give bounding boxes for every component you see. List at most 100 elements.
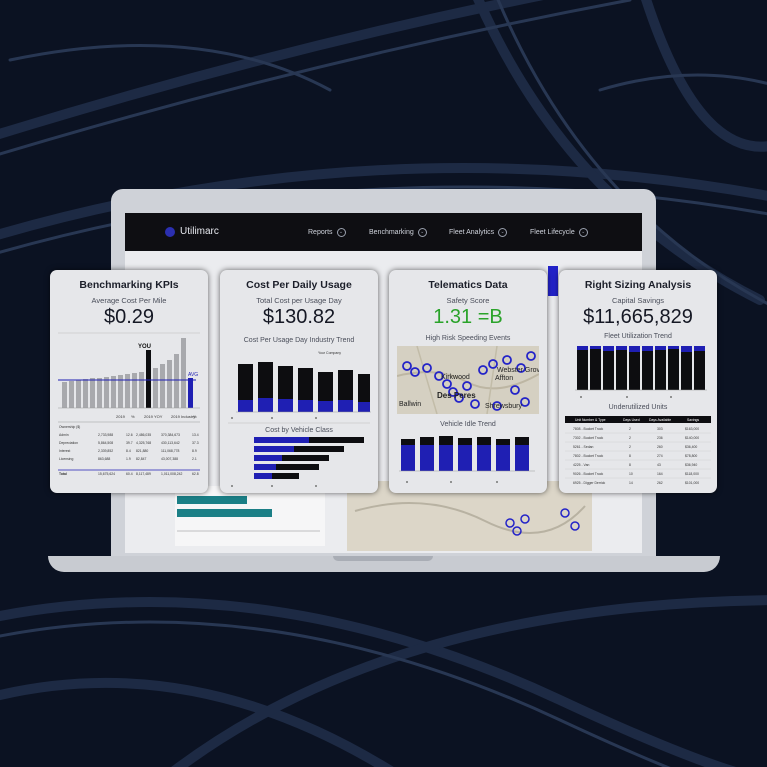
- table-cell: 9026 - Bucket Truck: [573, 472, 603, 476]
- table-cell: $101,000: [685, 481, 699, 485]
- table-cell: $140,000: [685, 436, 699, 440]
- chevron-down-icon: ⌄: [417, 228, 427, 237]
- table-row[interactable]: 9026 - Bucket Truck 10 164 $118,000: [573, 472, 699, 476]
- row-cell: 39.7: [126, 441, 133, 445]
- chevron-down-icon: ⌄: [578, 228, 588, 237]
- map-place: Kirkwood: [441, 374, 470, 381]
- table-row[interactable]: 5261 - Sedan 2 260 $36,400: [573, 445, 697, 449]
- row-cell: 2,486,035: [136, 433, 151, 437]
- nav-reports[interactable]: Reports ⌄: [308, 228, 346, 237]
- card-title: Right Sizing Analysis: [584, 279, 692, 291]
- table-cell: $78,800: [685, 454, 697, 458]
- map-place: Webster Groves: [497, 367, 539, 374]
- row-cell: 4,325,768: [136, 441, 151, 445]
- card-title: Benchmarking KPIs: [79, 279, 179, 291]
- nav-fleet-lifecycle-label: Fleet Lifecycle: [530, 229, 575, 236]
- app-logo[interactable]: Utilimarc: [180, 226, 219, 237]
- nav-benchmarking-label: Benchmarking: [369, 229, 414, 236]
- row-cell: 15,675,624: [98, 472, 115, 476]
- row-cell: 863,688: [98, 457, 110, 461]
- avg-label: AVG: [188, 372, 198, 378]
- your-company-label: Your Company: [318, 351, 341, 355]
- table-cell: 236: [657, 436, 663, 440]
- table-header: Days Used: [623, 418, 640, 422]
- table-cell: 262: [657, 481, 663, 485]
- table-row[interactable]: 4225 - Van 8 43 $36,940: [573, 463, 697, 467]
- nav-fleet-lifecycle[interactable]: Fleet Lifecycle ⌄: [530, 228, 588, 237]
- row-cell: 2,339,852: [98, 449, 113, 453]
- table-cell: 14: [629, 481, 633, 485]
- table-header: Savings: [687, 418, 699, 422]
- row-cell: 43,007,388: [161, 457, 178, 461]
- right-sizing-card[interactable]: Right Sizing Analysis Capital Savings $1…: [559, 270, 717, 493]
- cost-daily-usage-card[interactable]: Cost Per Daily Usage Total Cost per Usag…: [220, 270, 378, 493]
- laptop-notch: [333, 556, 433, 561]
- table-cell: 164: [657, 472, 663, 476]
- kpi-value: $0.29: [103, 306, 155, 328]
- card-title: Telematics Data: [428, 279, 508, 291]
- row-label: Total: [59, 472, 67, 476]
- nav-fleet-analytics-label: Fleet Analytics: [449, 229, 495, 236]
- row-cell: 12.6: [126, 433, 133, 437]
- row-cell: 1,011,008,242: [161, 472, 183, 476]
- nav-reports-label: Reports: [308, 229, 333, 236]
- table-cell: 8: [629, 454, 631, 458]
- map-title: High Risk Speeding Events: [425, 335, 511, 342]
- benchmarking-kpis-card[interactable]: Benchmarking KPIs Average Cost Per Mile …: [50, 270, 208, 493]
- row-cell: 37.3: [192, 441, 199, 445]
- table-cell: 2: [629, 427, 631, 431]
- row-label: Licensing: [59, 457, 73, 461]
- row-cell: 13.4: [192, 433, 199, 437]
- table-row[interactable]: 7802 - Bucket Truck 8 274 $78,800: [573, 454, 697, 458]
- col-yoy: 2019 YOY: [144, 414, 163, 419]
- chevron-down-icon: ⌄: [336, 228, 346, 237]
- nav-fleet-analytics[interactable]: Fleet Analytics ⌄: [449, 228, 508, 237]
- table-row[interactable]: 7808 - Bucket Truck 2 303 $163,000: [573, 427, 699, 431]
- chevron-down-icon: ⌄: [498, 228, 508, 237]
- row-cell: 1.9: [126, 457, 131, 461]
- card-subtitle: Total Cost per Usage Day: [256, 296, 342, 305]
- map-place: Affton: [495, 375, 513, 382]
- laptop-screen: Utilimarc Reports ⌄ Benchmarking ⌄ Fleet…: [125, 213, 642, 553]
- table-cell: 6925 - Digger Derrick: [573, 481, 606, 485]
- speeding-events-map[interactable]: Kirkwood Webster Groves Affton Des Peres…: [397, 346, 539, 414]
- table-cell: 2: [629, 445, 631, 449]
- table-cell: 4225 - Van: [573, 463, 589, 467]
- app-navbar: Utilimarc Reports ⌄ Benchmarking ⌄ Fleet…: [125, 213, 642, 251]
- row-cell: 8,117,489: [136, 472, 151, 476]
- row-cell: 8.4: [126, 449, 131, 453]
- col-2019: 2019: [116, 414, 126, 419]
- table-cell: 260: [657, 445, 663, 449]
- card-subtitle: Average Cost Per Mile: [91, 296, 167, 305]
- card-title: Cost Per Daily Usage: [246, 279, 352, 291]
- row-label: Admin: [59, 433, 69, 437]
- benchmark-bar-chart: YOU AVG 2019 % 2019 YOY 2019 Industry % …: [58, 332, 200, 476]
- row-label: Ownership ($): [59, 425, 80, 429]
- table-row[interactable]: 7302 - Bucket Truck 2 236 $140,000: [573, 436, 699, 440]
- row-cell: 5,864,508: [98, 441, 113, 445]
- table-cell: 274: [657, 454, 663, 458]
- table-cell: $36,940: [685, 463, 697, 467]
- you-label: YOU: [138, 344, 151, 350]
- table-cell: 2: [629, 436, 631, 440]
- row-cell: 8.9: [192, 449, 197, 453]
- laptop-base: [48, 556, 720, 572]
- utilization-trend-chart: [575, 346, 707, 398]
- table-cell: 43: [657, 463, 661, 467]
- col-pct-2: %: [193, 414, 197, 419]
- col-pct: %: [131, 414, 135, 419]
- table-cell: $163,000: [685, 427, 699, 431]
- safety-score-value: 1.31 =B: [433, 306, 503, 328]
- row-cell: 82,847: [136, 457, 146, 461]
- row-label: Interest: [59, 449, 70, 453]
- table-header: Days Available: [649, 418, 671, 422]
- telematics-data-card[interactable]: Telematics Data Safety Score 1.31 =B Hig…: [389, 270, 547, 493]
- table-header: Unit Number & Type: [575, 418, 606, 422]
- row-cell: 60.4: [126, 472, 133, 476]
- nav-benchmarking[interactable]: Benchmarking ⌄: [369, 228, 427, 237]
- table-cell: 7802 - Bucket Truck: [573, 454, 603, 458]
- table-row[interactable]: 6925 - Digger Derrick 14 262 $101,000: [573, 481, 699, 485]
- table-cell: 8: [629, 463, 631, 467]
- class-chart-title: Cost by Vehicle Class: [265, 427, 333, 434]
- row-cell: 370,384,673: [161, 433, 180, 437]
